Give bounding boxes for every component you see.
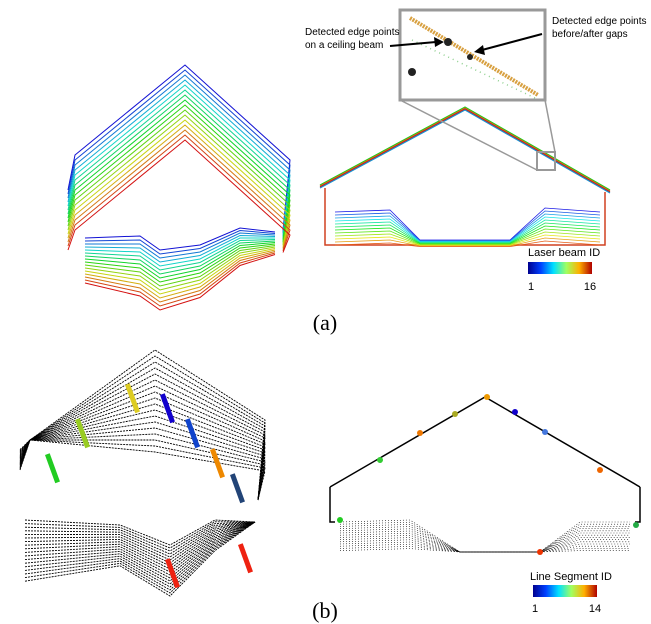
colorbar-min: 1 (528, 281, 534, 293)
callout: before/after gaps (552, 29, 628, 40)
roof-line (320, 109, 610, 192)
segment (597, 467, 603, 473)
roof-line (320, 110, 610, 193)
scan-line (68, 70, 290, 232)
roof-line (320, 107, 610, 190)
segment (484, 394, 490, 400)
segment (377, 457, 383, 463)
segment (512, 409, 518, 415)
colorbar-max: 16 (584, 281, 596, 293)
segment (45, 453, 60, 483)
scan-line (68, 95, 290, 239)
caption: (a) (313, 310, 337, 335)
wall-line (330, 487, 335, 522)
callout: Detected edge points (552, 16, 647, 27)
callout: on a ceiling beam (305, 40, 383, 51)
scan-line (68, 80, 290, 235)
wall-line (635, 487, 640, 522)
ground-line (340, 520, 630, 552)
colorbar-label: Laser beam ID (528, 247, 600, 259)
scan-line (20, 404, 265, 500)
scan-line (20, 434, 265, 500)
ground-line (340, 533, 630, 552)
colorbar (533, 585, 597, 597)
zoom-line (545, 100, 555, 152)
colorbar-label: Line Segment ID (530, 571, 612, 583)
segment (230, 473, 245, 503)
edge-point (467, 54, 473, 60)
segment (633, 522, 639, 528)
ground-line (340, 549, 630, 552)
colorbar-min: 1 (532, 603, 538, 615)
edge-point (408, 68, 416, 76)
ground-line (340, 540, 630, 552)
segment (537, 549, 543, 555)
ground-line (340, 535, 630, 552)
scan-line (25, 522, 255, 590)
roof-line (320, 108, 610, 191)
segment (238, 543, 253, 573)
ground-line (340, 527, 630, 552)
page: {"panel_a": {"callout_left": ["Detected … (0, 0, 651, 624)
figure: Detected edge points on a ceiling beam D… (0, 0, 651, 624)
callout: Detected edge points (305, 27, 400, 38)
colorbar-max: 14 (589, 603, 601, 615)
ground-line (340, 529, 630, 552)
segment (452, 411, 458, 417)
scan-line (20, 416, 265, 500)
ground-line (340, 538, 630, 552)
edge-point (444, 38, 452, 46)
colorbar (528, 262, 592, 274)
segment (337, 517, 343, 523)
segment (542, 429, 548, 435)
roof-line (330, 397, 640, 487)
ground-line (340, 546, 630, 552)
caption: (b) (312, 598, 338, 623)
segment (417, 430, 423, 436)
